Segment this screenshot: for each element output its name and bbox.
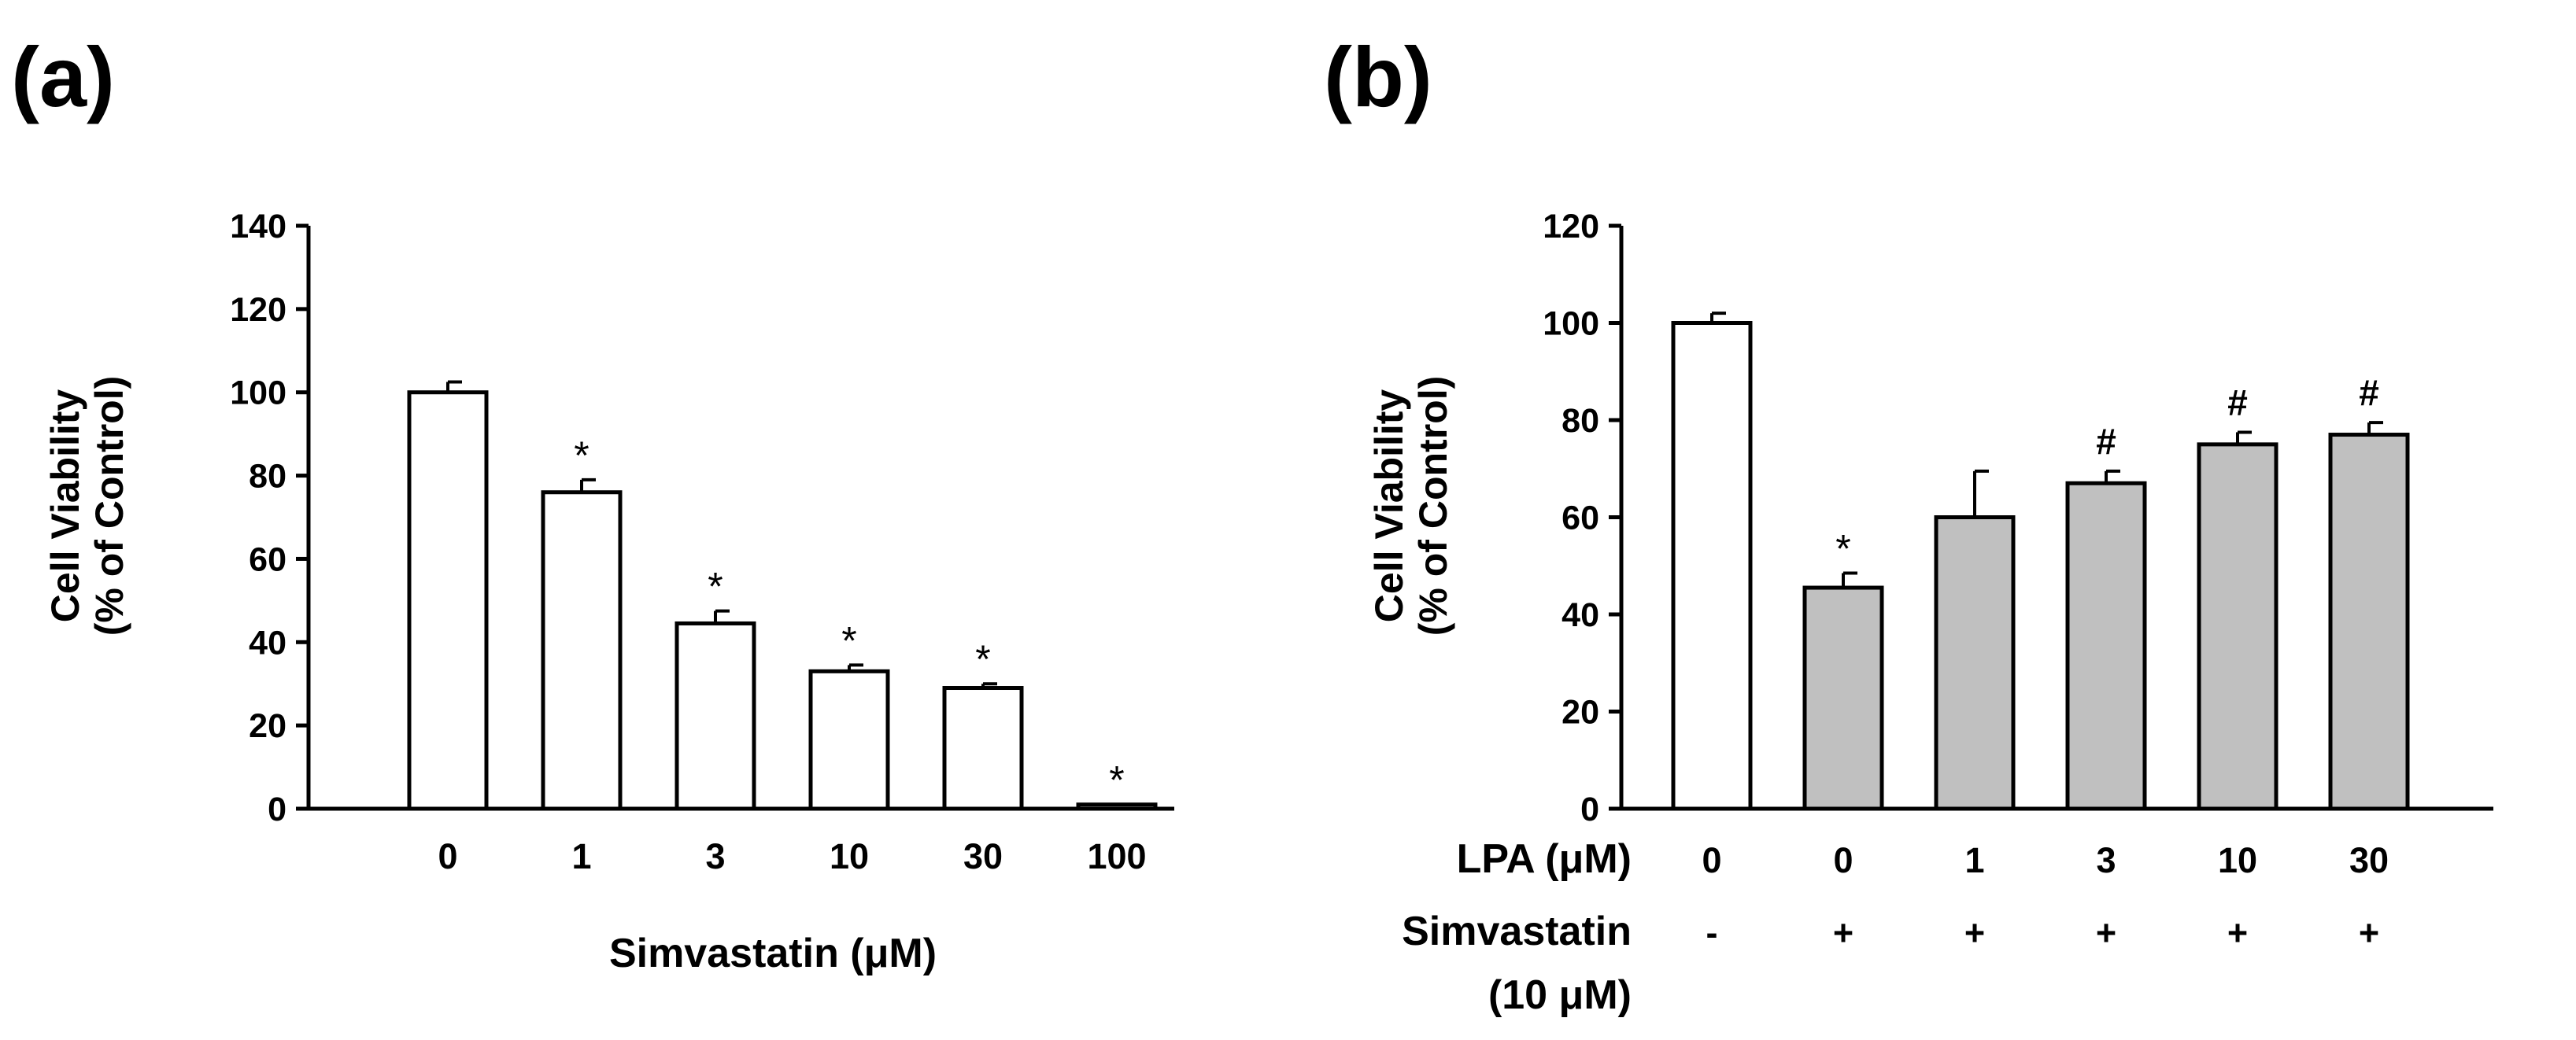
y-tick-label: 100 xyxy=(1543,305,1599,343)
panel-b-lpa-row-label: LPA (μM) xyxy=(1457,836,1632,882)
significance-asterisk: * xyxy=(1109,758,1124,802)
y-tick-label: 100 xyxy=(230,374,286,412)
panel-a-y-axis-title: Cell Viability (% of Control) xyxy=(43,376,131,636)
panel-b-significance-marks: * # # # xyxy=(1835,372,2379,570)
x-tick-label: 0 xyxy=(1833,840,1853,880)
panel-b-bars xyxy=(1671,321,2410,811)
simvastatin-sign: + xyxy=(1833,913,1853,953)
x-tick-label: 30 xyxy=(2349,840,2389,880)
significance-asterisk: * xyxy=(841,618,856,662)
bar xyxy=(808,669,890,811)
panel-b-y-axis-title-line2: (% of Control) xyxy=(1411,376,1455,636)
y-tick-label: 60 xyxy=(1561,500,1599,537)
y-tick-label: 140 xyxy=(230,208,286,245)
y-tick-label: 20 xyxy=(249,707,286,745)
bar xyxy=(2197,442,2278,811)
panel-a-significance-marks: * * * * * xyxy=(574,433,1124,802)
panel-b-simvastatin-labels: - + + + + + xyxy=(1706,913,2380,953)
bar xyxy=(2065,481,2147,811)
x-tick-label: 10 xyxy=(830,836,869,876)
y-tick-label: 40 xyxy=(249,624,286,662)
simvastatin-sign: + xyxy=(2227,913,2248,953)
x-tick-label: 3 xyxy=(2096,840,2116,880)
panel-b-chart: (b) Cell Viability (% of Control) 0 20 40 6… xyxy=(1324,29,2493,1018)
bar xyxy=(1934,515,2016,811)
y-tick-label: 0 xyxy=(268,791,286,828)
simvastatin-sign: + xyxy=(2359,913,2379,953)
y-tick-label: 60 xyxy=(249,540,286,578)
x-tick-label: 30 xyxy=(963,836,1003,876)
x-tick-label: 0 xyxy=(1702,840,1721,880)
significance-hash: # xyxy=(2096,421,2116,462)
x-tick-label: 100 xyxy=(1087,836,1146,876)
y-tick-label: 0 xyxy=(1580,791,1599,828)
y-tick-label: 120 xyxy=(1543,208,1599,245)
panel-b-lpa-labels: 0 0 1 3 10 30 xyxy=(1702,840,2389,880)
bar xyxy=(674,621,756,811)
panel-b-simvastatin-row-label: Simvastatin xyxy=(1402,909,1632,954)
panel-a-x-tick-labels: 0 1 3 10 30 100 xyxy=(438,836,1146,876)
bar xyxy=(1671,321,1753,811)
panel-a-error-bars xyxy=(446,380,997,688)
bar xyxy=(1802,585,1884,811)
x-tick-label: 1 xyxy=(571,836,591,876)
bar xyxy=(407,390,489,811)
x-tick-label: 1 xyxy=(1964,840,1984,880)
simvastatin-sign: + xyxy=(2096,913,2116,953)
panel-a-label: (a) xyxy=(11,29,115,124)
significance-hash: # xyxy=(2359,372,2379,413)
y-tick-label: 120 xyxy=(230,291,286,329)
significance-asterisk: * xyxy=(708,565,723,609)
simvastatin-sign: + xyxy=(1964,913,1985,953)
y-tick-label: 80 xyxy=(249,458,286,496)
panel-b-simvastatin-row-dose: (10 μM) xyxy=(1488,972,1632,1018)
panel-b-label: (b) xyxy=(1324,29,1432,124)
x-tick-label: 0 xyxy=(438,836,457,876)
panel-b-y-ticks: 0 20 40 60 80 100 120 xyxy=(1543,208,1621,828)
panel-a-x-axis-title: Simvastatin (μM) xyxy=(609,931,937,976)
panel-a-chart: (a) Cell Viability (% of Control) 0 20 40 6… xyxy=(11,29,1174,976)
x-tick-label: 10 xyxy=(2218,840,2257,880)
significance-hash: # xyxy=(2227,382,2248,422)
bar xyxy=(541,490,623,811)
panel-a-y-ticks: 0 20 40 60 80 100 120 140 xyxy=(230,208,309,828)
significance-asterisk: * xyxy=(975,637,990,681)
significance-asterisk: * xyxy=(574,433,589,478)
bar xyxy=(2328,433,2410,811)
panel-a-y-axis-title-line1: Cell Viability xyxy=(43,389,87,623)
x-tick-label: 3 xyxy=(705,836,725,876)
panel-b-y-axis-title: Cell Viability (% of Control) xyxy=(1367,376,1455,636)
y-tick-label: 20 xyxy=(1561,694,1599,732)
panel-a-y-axis-title-line2: (% of Control) xyxy=(87,376,131,636)
panel-a-bars xyxy=(407,390,1158,811)
panel-b-error-bars xyxy=(1710,312,2383,588)
bar xyxy=(942,686,1024,811)
y-tick-label: 40 xyxy=(1561,596,1599,634)
simvastatin-sign: - xyxy=(1706,913,1718,953)
panel-b-y-axis-title-line1: Cell Viability xyxy=(1367,389,1411,623)
y-tick-label: 80 xyxy=(1561,402,1599,440)
significance-asterisk: * xyxy=(1835,527,1850,571)
